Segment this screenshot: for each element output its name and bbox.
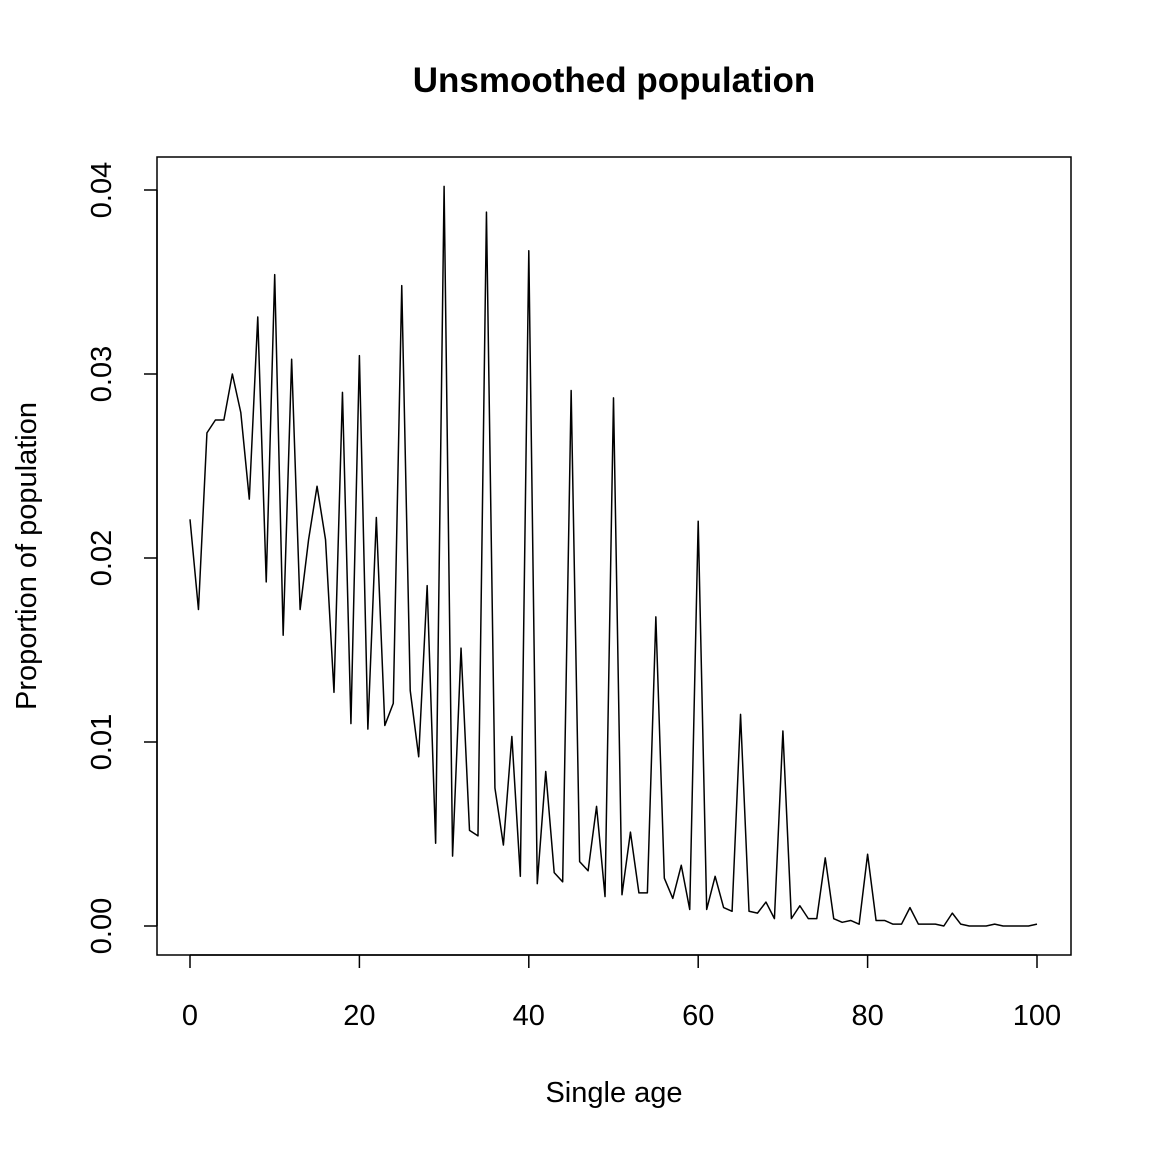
x-axis: 0 20 40 60 80 100 bbox=[182, 954, 1061, 1032]
x-tick-label: 40 bbox=[513, 1000, 545, 1032]
x-tick-label: 20 bbox=[343, 1000, 375, 1032]
y-tick-label: 0.00 bbox=[86, 898, 118, 954]
y-tick-label: 0.02 bbox=[86, 530, 118, 586]
x-axis-label: Single age bbox=[545, 1077, 682, 1109]
y-tick-label: 0.04 bbox=[86, 162, 118, 218]
chart-title: Unsmoothed population bbox=[413, 61, 815, 100]
x-tick-label: 100 bbox=[1013, 1000, 1061, 1032]
x-tick-label: 60 bbox=[682, 1000, 714, 1032]
plot-frame bbox=[156, 156, 1072, 956]
series-line bbox=[189, 185, 1038, 927]
y-axis: 0.00 0.01 0.02 0.03 0.04 bbox=[86, 162, 158, 954]
x-tick-label: 80 bbox=[851, 1000, 883, 1032]
y-tick-label: 0.01 bbox=[86, 714, 118, 770]
x-tick-label: 0 bbox=[182, 1000, 198, 1032]
y-axis-label: Proportion of population bbox=[11, 402, 43, 710]
y-tick-label: 0.03 bbox=[86, 346, 118, 402]
